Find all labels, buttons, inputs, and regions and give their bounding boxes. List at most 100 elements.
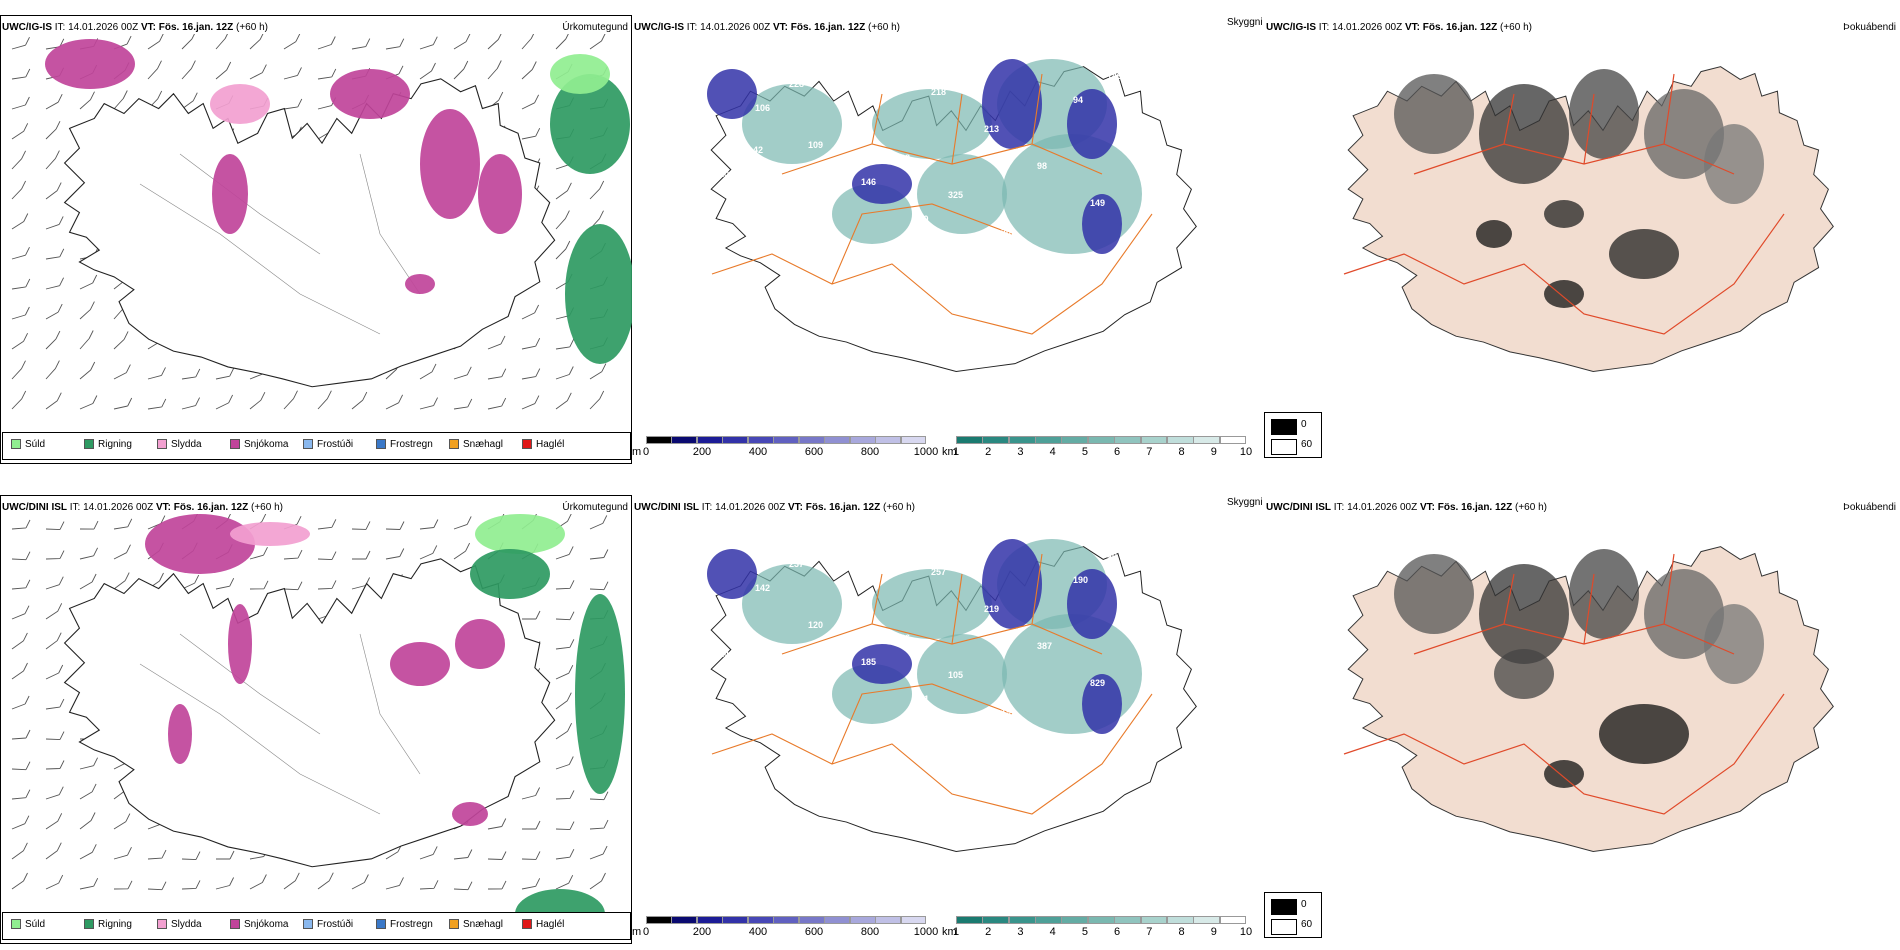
cloudbase-area [982, 539, 1042, 629]
visibility-area [872, 569, 992, 639]
colorbar-tick-label: 8 [1178, 446, 1185, 458]
it-value: 14.01.2026 00Z [68, 22, 139, 33]
colorbar-segment [1166, 436, 1194, 444]
colorbar-tick-label: 6 [1114, 446, 1121, 458]
colorbar-tick-label: 800 [860, 926, 880, 938]
legend-swatch [522, 439, 532, 449]
colorbar-segment [646, 916, 672, 924]
legend-item-snjókoma: Snjókoma [230, 438, 288, 450]
fog-legend: 0 60 [1264, 892, 1322, 938]
it-value: 14.01.2026 00Z [1332, 22, 1403, 33]
cloudbase-area [1067, 89, 1117, 159]
legend-label: Slydda [171, 438, 202, 450]
fog-area [1494, 649, 1554, 699]
cloudbase-value-label: 387 [1037, 641, 1052, 651]
visibility-area [742, 84, 842, 164]
cloudbase-value-label: 110 [772, 686, 787, 696]
it-label: IT: [1318, 22, 1330, 33]
precip-area [230, 522, 310, 546]
colorbar-tick-label: 1 [952, 926, 960, 938]
colorbar-segment [773, 916, 800, 924]
colorbar-segment [1166, 916, 1194, 924]
precip-area [550, 54, 610, 94]
colorbar-tick-label: 6 [1114, 926, 1121, 938]
visibility-area [917, 154, 1007, 234]
cloudbase-value-label: 221 [914, 694, 929, 704]
fog-area [1544, 760, 1584, 788]
colorbar-unit: m [632, 446, 642, 458]
colorbar-tick-label: 7 [1146, 446, 1153, 458]
cloudbase-value-label: 251 [878, 280, 893, 290]
legend-label: Snæhagl [463, 918, 504, 930]
vt-label: VT: [772, 22, 788, 33]
legend-swatch [84, 919, 94, 929]
precip-area [210, 84, 270, 124]
fog-legend-label: 60 [1301, 439, 1313, 450]
vt-value: Fös. 16.jan. 12Z [805, 502, 881, 513]
cloudbase-value-label: 815 [736, 752, 751, 762]
lead-time: (+60 h) [251, 502, 283, 513]
fog-panel-bottom: UWC/DINI ISL IT: 14.01.2026 00Z VT: Fös.… [1264, 492, 1900, 944]
cloudbase-value-label: 226 [842, 116, 857, 126]
cloudbase-area [1082, 194, 1122, 254]
legend-swatch [230, 439, 240, 449]
model-name: UWC/IG-IS [2, 22, 52, 33]
cloudbase-value-label: 159 [772, 206, 787, 216]
vt-label: VT: [140, 22, 156, 33]
vt-label: VT: [1404, 22, 1420, 33]
colorbar-tick-label: 1000 [913, 926, 939, 938]
legend-swatch [11, 439, 21, 449]
legend-item-frostúði: Frostúði [303, 438, 353, 450]
cloudbase-value-label: 149 [1090, 198, 1105, 208]
cloudbase-colorbar: m 0 200 400 600 800 1000 [632, 436, 942, 462]
precip-area [45, 39, 135, 89]
lead-time: (+60 h) [883, 502, 915, 513]
colorbar-segment [1140, 436, 1168, 444]
cloudbase-value-label: 160 [1054, 744, 1069, 754]
cloudbase-area [1082, 674, 1122, 734]
colorbar-tick-label: 2 [985, 926, 992, 938]
vt-label: VT: [787, 502, 803, 513]
colorbar-segment [875, 436, 902, 444]
cloudbase-value-label: 225 [842, 596, 857, 606]
precip-area [478, 154, 522, 234]
model-name: UWC/DINI ISL [634, 502, 699, 513]
colorbar-unit: km [942, 446, 957, 458]
legend-label: Snjókoma [244, 918, 289, 930]
fog-area [1394, 74, 1474, 154]
roads [711, 73, 1153, 335]
legend-item-frostúði: Frostúði [303, 918, 353, 930]
cloudbase-value-label: 149 [1107, 71, 1122, 81]
colorbar-segment [1114, 916, 1142, 924]
precip-area [455, 619, 505, 669]
inland-lines [139, 153, 421, 335]
it-label: IT: [686, 22, 698, 33]
panel-header: UWC/DINI ISL IT: 14.01.2026 00Z VT: Fös.… [1266, 502, 1547, 513]
cloudbase-value-label: 742 [1143, 715, 1158, 725]
colorbar-tick-label: 400 [748, 926, 768, 938]
legend-swatch [303, 919, 313, 929]
colorbar-segment [696, 916, 723, 924]
lead-time: (+60 h) [236, 22, 268, 33]
cloudbase-value-label: 228 [789, 79, 804, 89]
fog-area [1704, 124, 1764, 204]
panel-header: UWC/IG-IS IT: 14.01.2026 00Z VT: Fös. 16… [1266, 22, 1532, 33]
colorbar-tick-label: 8 [1178, 926, 1185, 938]
legend-item-slydda: Slydda [157, 438, 202, 450]
fog-area [1544, 280, 1584, 308]
it-value: 14.01.2026 00Z [1347, 502, 1418, 513]
model-name: UWC/DINI ISL [1266, 502, 1331, 513]
cloudbase-area [852, 164, 912, 204]
colorbar-tick-label: 400 [748, 446, 768, 458]
colorbar-tick-label: 4 [1049, 926, 1056, 938]
coastline [63, 78, 556, 388]
precip-area [565, 224, 632, 364]
vt-label: VT: [1419, 502, 1435, 513]
legend-swatch [230, 919, 240, 929]
fog-index-map [1343, 546, 1834, 852]
fog-area [1569, 69, 1639, 159]
fog-legend-swatch [1271, 419, 1297, 435]
colorbar-segment [798, 436, 825, 444]
visibility-colorbar: km 1 2 3 4 5 6 7 8 9 10 [942, 916, 1262, 942]
cloudbase-value-label: 191 [1001, 707, 1016, 717]
